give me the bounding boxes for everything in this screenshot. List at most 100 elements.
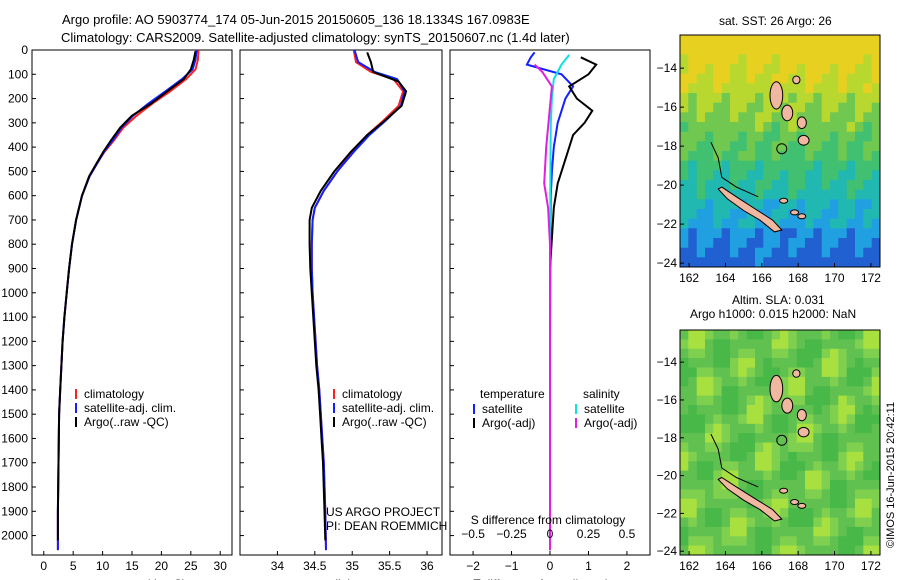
map-cell [805, 112, 814, 123]
map-cell [730, 141, 739, 152]
map-cell [838, 180, 848, 191]
map-cell [680, 257, 689, 268]
map-cell [738, 461, 748, 472]
map-cell [705, 405, 714, 415]
plot-frame-salinity [239, 49, 443, 556]
map-cell [871, 367, 881, 378]
map-y-tick-label-sst: −18 [657, 139, 678, 153]
map-cell [696, 35, 706, 46]
map-cell [821, 35, 831, 46]
map-cell [863, 470, 873, 481]
map-cell [830, 83, 839, 94]
map-cell [746, 257, 756, 268]
map-cell [680, 73, 689, 84]
map-cell [730, 247, 739, 258]
map-cell [696, 526, 706, 537]
map-cell [730, 517, 739, 528]
legend-title-salinity: salinity [583, 387, 620, 401]
map-cell [713, 339, 723, 350]
map-cell [788, 180, 798, 191]
map-cell [713, 102, 723, 113]
map-cell [863, 257, 873, 268]
map-cell [780, 376, 789, 387]
map-cell [871, 209, 881, 220]
map-cell [821, 209, 831, 220]
map-cell [846, 180, 856, 191]
map-cell [721, 131, 731, 142]
series-line-salinity-satellite [310, 49, 406, 551]
map-cell [705, 44, 714, 55]
y-tick-label: 2000 [1, 529, 28, 543]
map-cell [846, 498, 856, 509]
map-cell [838, 112, 848, 123]
map-cell [763, 64, 773, 75]
map-cell [771, 339, 781, 350]
map-x-tick-label-sla: 168 [788, 559, 808, 573]
map-cell [705, 54, 714, 65]
map-cell [830, 376, 839, 387]
map-cell [705, 122, 714, 133]
map-cell [721, 238, 731, 249]
map-cell [713, 433, 723, 443]
map-cell [755, 257, 764, 268]
x-tick-label-difference: 1 [585, 559, 592, 573]
map-cell [696, 386, 706, 397]
map-cell [696, 93, 706, 104]
x-tick-label-salinity: 34 [271, 559, 285, 573]
map-cell [780, 247, 789, 258]
map-cell [838, 54, 848, 65]
map-cell [746, 414, 756, 425]
map-cell [763, 160, 773, 171]
map-cell [680, 122, 689, 133]
map-cell [780, 536, 789, 547]
map-cell [721, 257, 731, 268]
map-cell [755, 122, 764, 133]
map-cell [821, 64, 831, 75]
map-cell [738, 386, 748, 397]
map-cell [763, 470, 773, 481]
map-cell [863, 170, 873, 181]
map-cell [846, 536, 856, 547]
map-cell [696, 376, 706, 387]
map-cell [796, 247, 806, 258]
map-cell [780, 508, 789, 518]
bathymetry-contour-sla [710, 433, 759, 488]
map-cell [805, 367, 814, 378]
map-cell [788, 151, 798, 162]
map-cell [805, 405, 814, 415]
map-cell [788, 131, 798, 142]
map-cell [713, 218, 723, 229]
map-cell [855, 218, 864, 229]
map-cell [738, 112, 748, 123]
map-cell [830, 517, 839, 528]
map-cell [863, 131, 873, 142]
map-cell [730, 131, 739, 142]
map-cell [813, 170, 823, 181]
map-cell [680, 442, 689, 453]
argo-float-marker-sla [776, 434, 788, 446]
map-cell [830, 141, 839, 152]
map-cell [855, 480, 864, 490]
map-cell [680, 112, 689, 123]
map-cell [705, 339, 714, 350]
map-cell [755, 199, 764, 210]
map-cell [838, 433, 848, 443]
map-cell [763, 517, 773, 528]
map-cell [780, 423, 789, 434]
map-cell [863, 35, 873, 46]
map-cell [763, 461, 773, 472]
map-cell [738, 545, 748, 556]
x-tick-label-salinity: 34.5 [303, 559, 327, 573]
map-cell [838, 247, 848, 258]
map-cell [680, 433, 689, 443]
map-cell [796, 170, 806, 181]
map-cell [796, 386, 806, 397]
map-cell [871, 405, 881, 415]
map-cell [821, 160, 831, 171]
map-cell [696, 498, 706, 509]
map-cell [688, 180, 698, 191]
map-cell [788, 170, 798, 181]
map-cell [730, 330, 739, 340]
map-cell [788, 44, 798, 55]
map-cell [771, 247, 781, 258]
